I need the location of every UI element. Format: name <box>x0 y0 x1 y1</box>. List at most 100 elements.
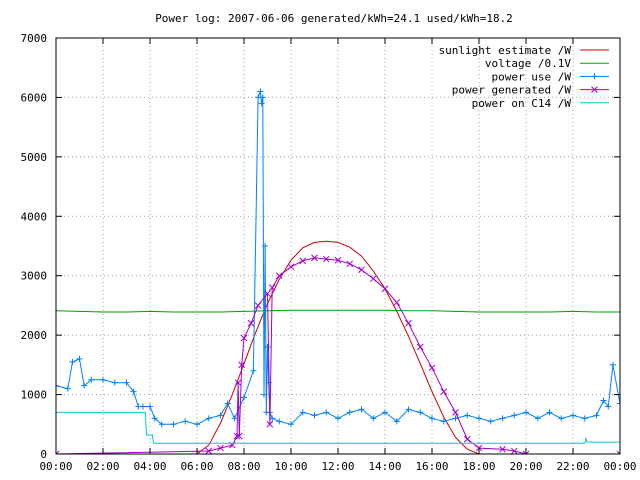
data-point <box>381 285 389 293</box>
data-point <box>123 379 130 386</box>
y-tick-label: 2000 <box>21 329 48 342</box>
data-point <box>56 450 60 454</box>
data-point <box>264 290 271 297</box>
x-tick-label: 14:00 <box>368 460 401 473</box>
data-point <box>487 418 494 425</box>
x-tick-label: 10:00 <box>274 460 307 473</box>
x-tick-label: 06:00 <box>180 460 213 473</box>
data-point <box>217 412 224 419</box>
data-point <box>76 355 83 362</box>
x-tick-label: 20:00 <box>509 460 542 473</box>
data-point <box>609 361 616 368</box>
series-line-power-on-c14-w <box>56 411 620 444</box>
data-point <box>299 257 307 265</box>
legend-label: power use /W <box>492 70 572 83</box>
data-point <box>405 319 412 327</box>
data-point <box>558 415 565 422</box>
data-point <box>158 421 165 428</box>
data-point <box>194 421 200 428</box>
series-power-generated-w <box>56 254 620 454</box>
data-point <box>258 100 265 107</box>
data-point <box>275 272 283 280</box>
data-point <box>600 397 607 404</box>
data-point <box>617 400 620 407</box>
data-point <box>570 412 576 419</box>
data-point <box>510 447 518 454</box>
data-point <box>231 415 238 422</box>
data-point <box>81 382 88 389</box>
data-point <box>393 418 400 425</box>
data-point <box>323 409 330 416</box>
series-power-on-c14-w <box>56 411 620 444</box>
data-point <box>170 421 177 428</box>
data-point <box>217 444 224 452</box>
x-tick-label: 18:00 <box>462 460 495 473</box>
data-point <box>250 367 257 374</box>
data-point <box>369 275 377 283</box>
data-point <box>440 388 448 395</box>
data-point <box>254 302 262 309</box>
series-line-power-generated-w <box>56 257 620 454</box>
data-point <box>593 412 600 419</box>
data-point <box>276 418 283 425</box>
y-tick-label: 6000 <box>21 91 48 104</box>
data-point <box>534 415 541 422</box>
data-point <box>240 334 248 342</box>
series-line-voltage-0-1v <box>56 309 620 313</box>
data-point <box>405 406 412 413</box>
chart-title: Power log: 2007-06-06 generated/kWh=24.1… <box>155 12 513 25</box>
data-point <box>259 94 266 101</box>
y-tick-label: 3000 <box>21 270 48 283</box>
data-point <box>257 88 264 95</box>
data-point <box>546 409 553 416</box>
data-point <box>463 435 471 443</box>
data-point <box>233 432 241 440</box>
data-point <box>205 415 212 422</box>
data-point <box>522 450 530 454</box>
y-tick-label: 0 <box>40 448 47 461</box>
x-tick-label: 16:00 <box>415 460 448 473</box>
data-point <box>100 376 106 383</box>
data-point <box>322 255 330 263</box>
data-point <box>151 415 158 422</box>
data-point <box>311 254 318 262</box>
x-tick-label: 02:00 <box>86 460 119 473</box>
data-point <box>147 403 153 410</box>
y-tick-label: 5000 <box>21 151 48 164</box>
data-point <box>358 406 365 413</box>
data-point <box>370 415 377 422</box>
data-point <box>452 415 459 422</box>
series-voltage-0-1v <box>56 309 620 313</box>
data-point <box>234 379 242 387</box>
data-point <box>334 256 342 264</box>
data-point <box>266 420 274 428</box>
data-point <box>64 385 71 392</box>
data-point <box>358 266 365 274</box>
data-point <box>287 263 295 271</box>
data-point <box>452 409 459 416</box>
series-layer <box>56 88 620 454</box>
data-point <box>311 412 318 419</box>
legend-label: voltage /0.1V <box>485 57 571 70</box>
y-tick-label: 4000 <box>21 210 48 223</box>
legend-label: power on C14 /W <box>472 97 572 110</box>
x-tick-label: 04:00 <box>133 460 166 473</box>
data-point <box>69 358 76 365</box>
legend-label: sunlight estimate /W <box>439 44 572 57</box>
data-point <box>88 376 95 383</box>
data-point <box>581 415 588 422</box>
data-point <box>429 415 435 422</box>
data-point <box>268 284 276 291</box>
data-point <box>346 409 353 416</box>
y-tick-label: 1000 <box>21 389 48 402</box>
data-point <box>523 409 529 416</box>
data-point <box>111 379 118 386</box>
data-point <box>224 400 231 407</box>
data-point <box>299 409 306 416</box>
x-tick-label: 00:00 <box>603 460 636 473</box>
data-point <box>605 403 612 410</box>
data-point <box>262 243 269 249</box>
